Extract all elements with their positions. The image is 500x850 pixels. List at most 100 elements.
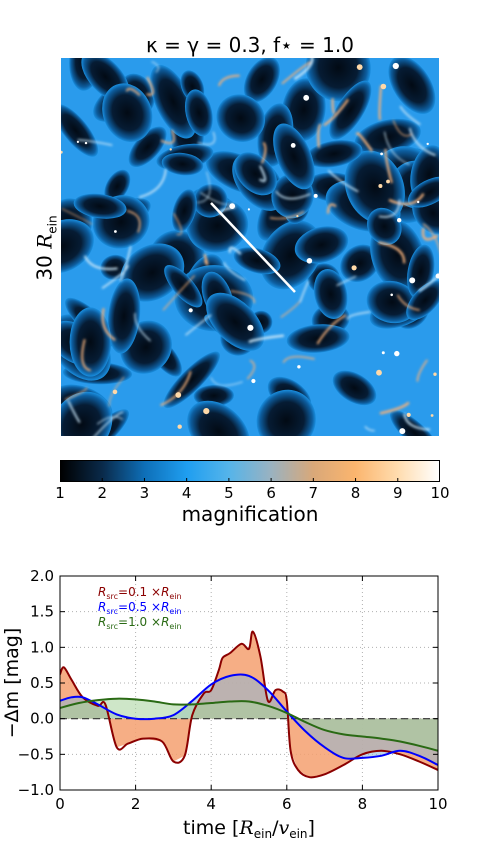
light-curve-chart: 0 2 4 6 8 10 −1.0 −0.5 0.0 0.5 1.0 1.5 2.0 −Δm [mag] t… (1, 567, 448, 841)
map-caustic (94, 411, 124, 436)
map-caustic (327, 169, 359, 193)
y-tick-label: 2.0 (30, 567, 54, 585)
map-caustic (388, 193, 425, 206)
y-tick-label: 0.5 (30, 674, 54, 692)
map-caustic (65, 387, 88, 401)
colorbar-tick-label: 4 (181, 484, 192, 502)
map-bright-spot (114, 230, 117, 233)
map-caustic (160, 370, 192, 407)
map-caustic (392, 120, 413, 137)
legend-entry-1: Rsrc=0.1 ×Rein (98, 585, 182, 601)
y-axis-label: −Δm [mag] (1, 628, 23, 739)
map-caustic (83, 255, 118, 270)
map-dark-cells (61, 58, 439, 436)
map-caustic (134, 312, 151, 342)
x-tick-label: 8 (358, 795, 368, 813)
map-caustic (281, 61, 311, 85)
map-bright-spot (112, 389, 118, 395)
y-tick-label: −0.5 (18, 745, 54, 763)
map-ylabel-prefix: 30 (32, 255, 57, 281)
map-dark-cell (102, 83, 153, 143)
colorbar-tick-label: 3 (139, 484, 150, 502)
map-caustic (259, 165, 266, 182)
map-ylabel: 30 Rein (33, 215, 60, 280)
map-dark-cell (344, 150, 405, 224)
map-dark-cell (332, 370, 377, 406)
colorbar-tick-label: 7 (308, 484, 319, 502)
map-bright-spot (251, 378, 256, 384)
map-caustic (383, 131, 410, 166)
map-caustic (197, 171, 211, 204)
map-dark-cell (313, 269, 348, 319)
map-dark-cell (329, 80, 372, 140)
map-dark-cell (256, 389, 316, 436)
map-caustic (331, 98, 336, 115)
map-title: κ = γ = 0.3, f⋆ = 1.0 (146, 33, 354, 57)
map-caustic (364, 425, 375, 432)
map-caustic (173, 213, 183, 236)
map-bright-spot (169, 148, 172, 151)
map-bright-spot (397, 218, 402, 223)
map-bright-spot (84, 141, 88, 145)
y-tick-label: 0.0 (30, 710, 54, 728)
map-caustic (378, 85, 383, 121)
map-caustic (282, 356, 315, 364)
map-dark-cell (107, 278, 141, 354)
map-ylabel-var: R (32, 233, 57, 249)
map-caustic (197, 131, 216, 146)
map-caustic (384, 148, 393, 184)
map-caustic (210, 377, 243, 386)
map-caustic (299, 280, 310, 303)
map-dark-cell (193, 183, 228, 218)
map-caustic (317, 123, 322, 148)
colorbar-tick-label: 1 (55, 484, 65, 502)
map-caustic (261, 141, 267, 164)
map-bright-spot (394, 350, 400, 357)
map-caustic (77, 139, 113, 146)
colorbar-tick-label: 8 (350, 484, 361, 502)
map-caustic (230, 290, 255, 304)
map-caustic (160, 129, 175, 144)
map-caustic (228, 246, 242, 255)
map-bright-spot (247, 208, 250, 211)
map-caustic (126, 210, 141, 233)
map-caustic (326, 203, 337, 214)
y-tick-label: 1.5 (30, 603, 54, 621)
map-caustics (61, 58, 439, 436)
map-dark-cell (206, 292, 265, 351)
map-dark-cell (389, 410, 439, 436)
map-bright-spot (351, 265, 357, 271)
map-dark-cell (150, 64, 197, 139)
map-caustic (378, 199, 401, 218)
map-bright-spot (392, 62, 399, 70)
map-bright-spot (399, 428, 406, 435)
map-dark-cell (164, 265, 203, 308)
map-dark-cell (286, 324, 350, 353)
map-bright-spot (386, 179, 390, 184)
x-tick-label: 0 (55, 795, 65, 813)
map-bright-spot (417, 200, 420, 204)
map-caustic (101, 264, 129, 289)
map-ylabel-sub: ein (45, 215, 60, 234)
map-bright-spot (61, 150, 63, 154)
colorbar-tick-label: 5 (224, 484, 234, 502)
map-bright-spot (406, 412, 411, 417)
map-dark-cell (388, 58, 436, 114)
map-bright-spot (203, 408, 210, 415)
map-bright-spot (76, 140, 79, 143)
legend-entry-3: Rsrc=1.0 ×Rein (98, 615, 182, 631)
map-caustic (108, 376, 125, 407)
colorbar-tickmarks (60, 478, 440, 482)
map-dark-cell (216, 94, 265, 142)
map-caustic (378, 241, 406, 264)
map-caustic (96, 416, 124, 425)
map-bright-spots (61, 62, 439, 435)
map-bright-spot (390, 293, 394, 297)
x-tick-label: 4 (206, 795, 216, 813)
map-caustic (223, 262, 246, 281)
colorbar-tick-label: 9 (392, 484, 403, 502)
x-tick-label: 10 (428, 795, 447, 813)
x-tick-label: 6 (282, 795, 292, 813)
map-caustic (151, 61, 159, 73)
map-dark-cell (243, 58, 280, 103)
